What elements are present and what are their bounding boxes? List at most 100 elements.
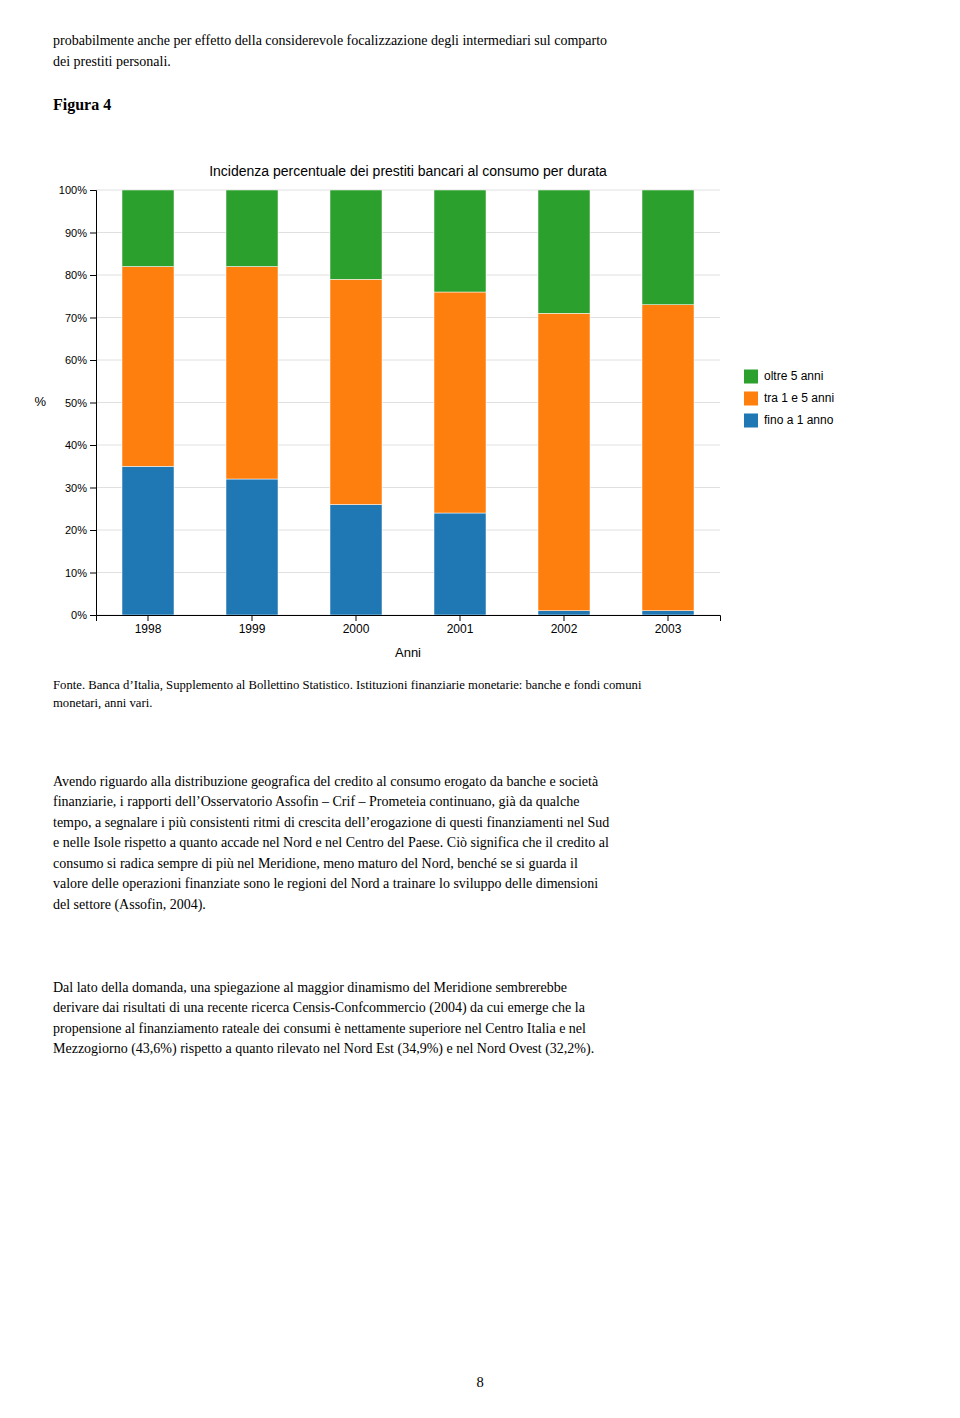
grid: [96, 190, 720, 615]
legend-label: oltre 5 anni: [764, 369, 823, 383]
y-tick: 10%: [65, 567, 96, 579]
x-tick-label: 2002: [551, 622, 578, 636]
legend-label: tra 1 e 5 anni: [764, 391, 834, 405]
y-tick-mark: [90, 530, 96, 531]
x-tick-label: 2001: [447, 622, 474, 636]
bar-segment: [642, 305, 694, 611]
x-tick: 2001: [447, 615, 474, 636]
x-tick-mark: [668, 615, 669, 621]
body-line: valore delle operazioni finanziate sono …: [53, 876, 598, 891]
bars: [122, 190, 694, 615]
bar-segment: [226, 190, 278, 267]
bar-segment: [434, 190, 486, 292]
bar-segment: [226, 267, 278, 480]
y-axis: 0% 10% 20% 30% 40% 50% 60% 70% 80% 90% 100%: [59, 184, 97, 621]
y-tick: 100%: [59, 184, 96, 196]
x-axis-title: Anni: [395, 645, 421, 660]
figure-label: Figura 4: [53, 96, 111, 114]
bar-segment: [434, 513, 486, 615]
grid-line: [96, 360, 720, 361]
y-tick-mark: [90, 360, 96, 361]
x-tick: 1998: [135, 615, 162, 636]
source-line: monetari, anni vari.: [53, 696, 152, 710]
bar-segment: [330, 279, 382, 504]
x-tick-mark: [356, 615, 357, 621]
y-tick-label: 30%: [65, 482, 87, 494]
y-axis-title: %: [34, 394, 46, 409]
body-line: finanziarie, i rapporti dell’Osservatori…: [53, 794, 579, 809]
grid-line: [96, 445, 720, 446]
y-tick-label: 90%: [65, 227, 87, 239]
y-tick-mark: [90, 403, 96, 404]
body-line: del settore (Assofin, 2004).: [53, 897, 206, 913]
legend-swatch: [744, 392, 758, 406]
grid-line: [96, 402, 720, 403]
y-tick-label: 100%: [59, 184, 87, 196]
bar-segment: [538, 313, 590, 611]
x-axis: 1998 1999 2000 2001 2002 2003: [97, 615, 721, 636]
y-tick-label: 20%: [65, 524, 87, 536]
grid-line: [96, 190, 720, 191]
x-tick-mark: [148, 615, 149, 621]
y-tick-mark: [90, 190, 96, 191]
y-tick: 20%: [65, 524, 96, 536]
x-tick-mark: [252, 615, 253, 621]
bar-segment: [642, 190, 694, 305]
y-tick: 80%: [65, 269, 96, 281]
y-tick: 30%: [65, 482, 96, 494]
heading-line: probabilmente anche per effetto della co…: [53, 33, 607, 48]
body-line: consumo si radica sempre di più nel Meri…: [53, 856, 578, 871]
y-tick: 40%: [65, 439, 96, 451]
body-line: Avendo riguardo alla distribuzione geogr…: [53, 774, 599, 789]
chart-title: Incidenza percentuale dei prestiti banca…: [209, 163, 607, 179]
grid-line: [96, 317, 720, 318]
y-tick-label: 40%: [65, 439, 87, 451]
x-tick: 2003: [655, 615, 682, 636]
page-number: 8: [476, 1374, 483, 1390]
body-line: tempo, a segnalare i più consistenti rit…: [53, 815, 609, 830]
y-tick: 60%: [65, 354, 96, 366]
y-tick-mark: [90, 615, 96, 616]
x-tick-mark: [564, 615, 565, 621]
x-axis-line: [97, 616, 721, 622]
legend-item: oltre 5 anni: [744, 369, 823, 384]
bar-segment: [330, 505, 382, 616]
legend-swatch: [744, 414, 758, 428]
y-tick: 70%: [65, 312, 96, 324]
y-tick-label: 60%: [65, 354, 87, 366]
y-tick-mark: [90, 488, 96, 489]
source-line: Fonte. Banca d’Italia, Supplemento al Bo…: [53, 678, 642, 692]
page: probabilmente anche per effetto della co…: [0, 0, 960, 1418]
legend-item: tra 1 e 5 anni: [744, 391, 834, 406]
legend-item: fino a 1 anno: [744, 413, 834, 428]
bar-series: [122, 190, 694, 313]
heading-line: dei prestiti personali.: [53, 54, 171, 69]
x-tick-mark: [460, 615, 461, 621]
bar-segment: [330, 190, 382, 279]
y-tick-label: 10%: [65, 567, 87, 579]
grid-line: [96, 530, 720, 531]
x-tick: 2002: [551, 615, 578, 636]
bar-segment: [122, 466, 174, 615]
y-tick-mark: [90, 445, 96, 446]
y-tick: 0%: [71, 609, 96, 621]
y-tick-label: 50%: [65, 397, 87, 409]
grid-line: [96, 572, 720, 573]
legend-swatch: [744, 370, 758, 384]
legend-label: fino a 1 anno: [764, 413, 834, 427]
body-line: propensione al finanziamento rateale dei…: [53, 1021, 586, 1036]
y-tick-mark: [90, 573, 96, 574]
x-tick: 2000: [343, 615, 370, 636]
x-tick: 1999: [239, 615, 266, 636]
grid-line: [96, 232, 720, 233]
y-tick-mark: [90, 318, 96, 319]
y-tick-mark: [90, 233, 96, 234]
bar-segment: [122, 267, 174, 467]
x-tick-label: 1998: [135, 622, 162, 636]
grid-line: [96, 487, 720, 488]
y-tick: 90%: [65, 227, 96, 239]
bar-segment: [642, 611, 694, 615]
body-line: e nelle Isole rispetto a quanto accade n…: [53, 835, 609, 850]
bar-series: [122, 466, 694, 615]
bar-segment: [226, 479, 278, 615]
